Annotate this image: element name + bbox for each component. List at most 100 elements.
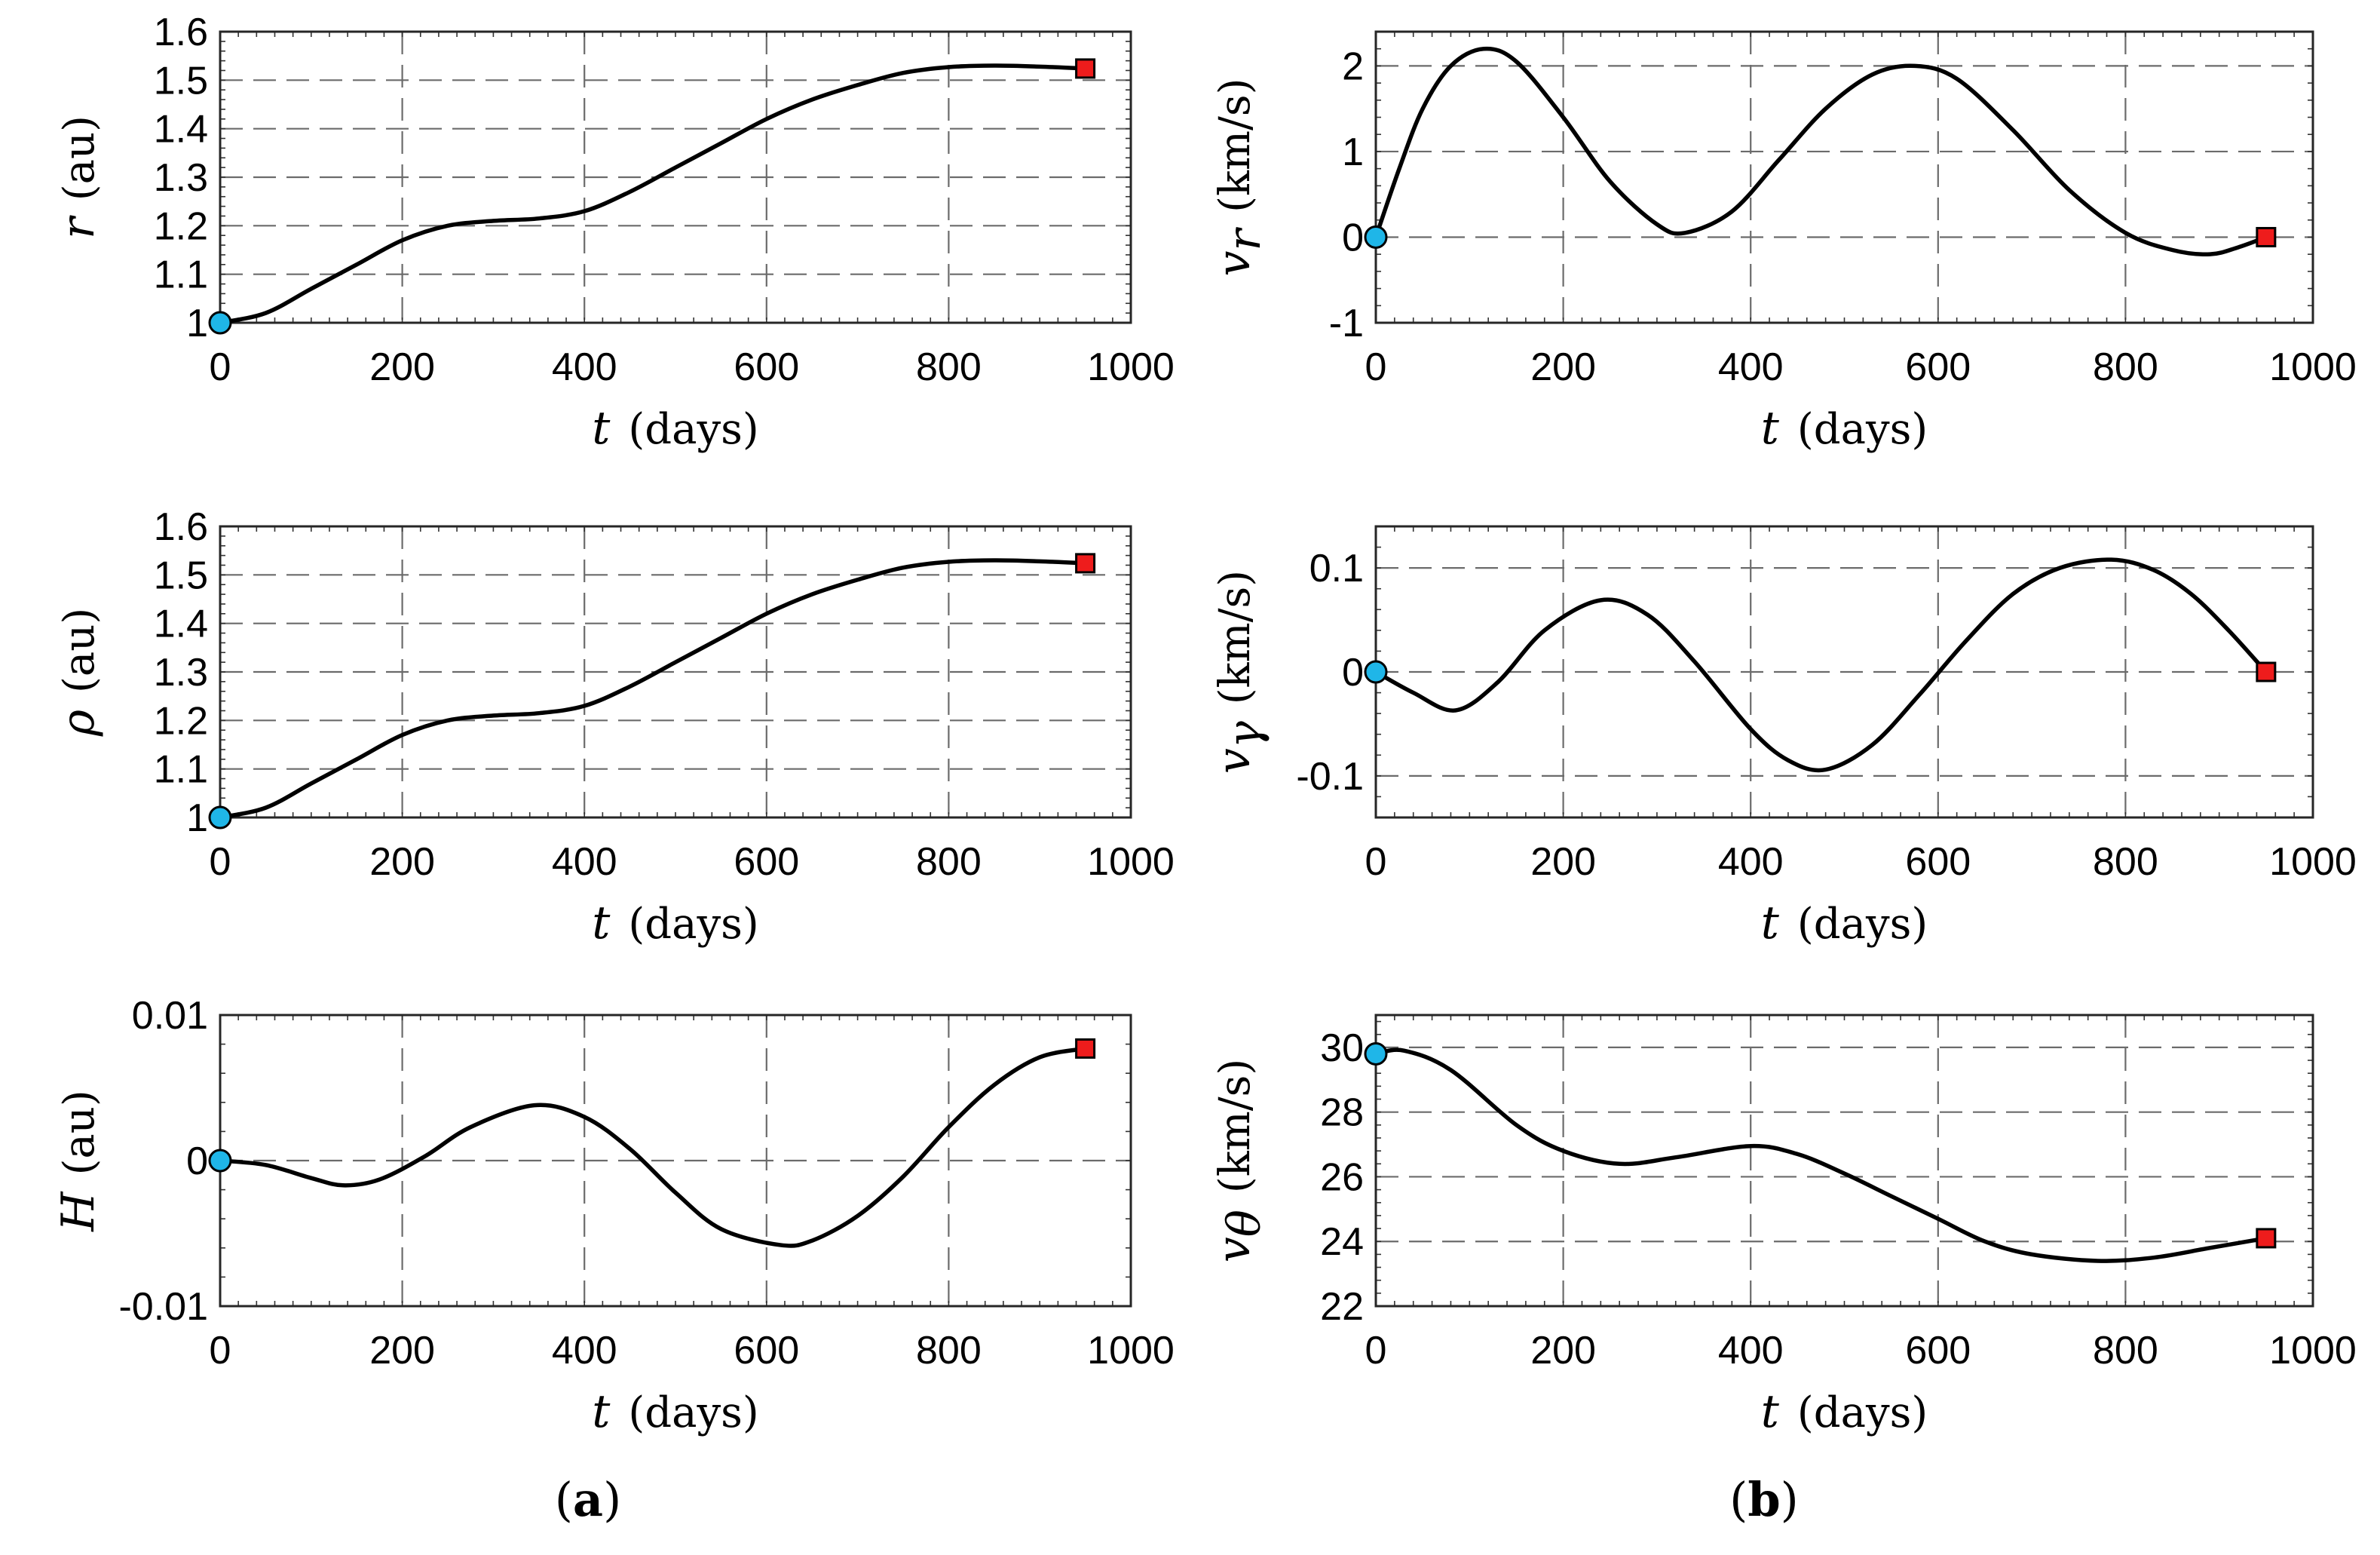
- y-axis-label: vθ(km/s): [1208, 1059, 1271, 1262]
- y-tick-label: 1.1: [154, 748, 208, 792]
- x-tick-label: 800: [2093, 1329, 2158, 1373]
- x-axis-label: t (days): [592, 897, 758, 949]
- series-line: [1374, 46, 2268, 257]
- y-tick-label: 1.4: [154, 603, 208, 646]
- y-tick-label: 1: [186, 302, 208, 345]
- x-tick-label: 600: [1905, 1329, 1971, 1373]
- series-line: [218, 1046, 1088, 1248]
- x-tick-label: 800: [916, 840, 982, 884]
- x-axis-label: t (days): [592, 1385, 758, 1438]
- x-tick-label: 400: [1718, 345, 1784, 389]
- end-marker: [2256, 661, 2277, 682]
- x-tick-label: 1000: [2269, 840, 2357, 884]
- start-marker: [1364, 225, 1388, 249]
- y-axis-label: vr(km/s): [1208, 78, 1271, 277]
- start-marker: [1364, 1041, 1388, 1066]
- y-axis-label: H(au): [52, 1090, 105, 1231]
- x-tick-label: 600: [734, 840, 799, 884]
- start-marker: [208, 1149, 232, 1173]
- y-tick-label: 1.6: [154, 505, 208, 549]
- end-marker: [2256, 1228, 2277, 1249]
- axes-frame: [1374, 30, 2314, 324]
- x-tick-label: 400: [1718, 1329, 1784, 1373]
- series-line: [218, 63, 1088, 325]
- axes-frame: [219, 525, 1132, 819]
- y-tick-label: -0.1: [1296, 755, 1364, 799]
- y-tick-label: 1.5: [154, 554, 208, 597]
- end-marker: [1075, 553, 1096, 574]
- x-tick-label: 600: [1905, 840, 1971, 884]
- y-tick-label: 22: [1320, 1285, 1364, 1329]
- y-tick-label: 1.3: [154, 651, 208, 695]
- x-tick-label: 400: [552, 840, 617, 884]
- x-tick-label: 0: [210, 345, 231, 389]
- y-tick-label: 1.1: [154, 253, 208, 297]
- x-tick-label: 200: [1530, 840, 1596, 884]
- series-line: [1374, 557, 2268, 773]
- x-tick-label: 200: [1530, 1329, 1596, 1373]
- x-tick-label: 400: [1718, 840, 1784, 884]
- y-tick-label: 28: [1320, 1091, 1364, 1135]
- x-tick-label: 400: [552, 1329, 617, 1373]
- y-tick-label: 24: [1320, 1220, 1364, 1264]
- y-tick-label: 1.6: [154, 11, 208, 54]
- y-tick-label: 1.2: [154, 699, 208, 743]
- y-tick-label: -0.01: [118, 1285, 208, 1329]
- x-tick-label: 600: [1905, 345, 1971, 389]
- y-axis-label: ρ(au): [52, 608, 105, 737]
- axes-frame: [1374, 1014, 2314, 1308]
- y-tick-label: 1: [1342, 130, 1364, 174]
- end-marker: [1075, 1038, 1096, 1059]
- chart-vtheta: 0 200 400 600 800 1000 22 24 26 28 30 t (days) vθ(km/…: [1208, 1014, 2357, 1438]
- x-axis-label: t (days): [1761, 1385, 1928, 1438]
- y-tick-label: 0.1: [1309, 547, 1364, 590]
- x-tick-label: 600: [734, 1329, 799, 1373]
- start-marker: [208, 805, 232, 830]
- chart-vgamma: 0 200 400 600 800 1000-0.100.1t (days)vγ(km/s): [1208, 525, 2357, 949]
- y-tick-label: 26: [1320, 1155, 1364, 1199]
- y-tick-label: 1: [186, 796, 208, 840]
- x-tick-label: 800: [2093, 345, 2158, 389]
- plot-area: [1376, 1015, 2313, 1306]
- y-axis-label: r(au): [52, 115, 105, 239]
- x-tick-label: 1000: [1087, 1329, 1175, 1373]
- y-tick-label: -1: [1329, 302, 1364, 345]
- x-tick-label: 0: [210, 840, 231, 884]
- x-tick-label: 200: [369, 345, 435, 389]
- x-tick-label: 0: [210, 1329, 231, 1373]
- y-tick-label: 0: [1342, 651, 1364, 695]
- y-tick-label: 2: [1342, 44, 1364, 88]
- x-tick-label: 200: [369, 840, 435, 884]
- x-axis-label: t (days): [1761, 402, 1928, 455]
- y-axis-label: vγ(km/s): [1208, 570, 1271, 774]
- x-tick-label: 0: [1365, 1329, 1387, 1373]
- panel-label-a: (a): [555, 1472, 622, 1527]
- end-marker: [2256, 226, 2277, 247]
- y-tick-label: 1.5: [154, 59, 208, 103]
- x-tick-label: 800: [916, 1329, 982, 1373]
- x-tick-label: 800: [2093, 840, 2158, 884]
- series-line: [218, 558, 1088, 820]
- y-tick-label: 1.2: [154, 204, 208, 248]
- x-tick-label: 600: [734, 345, 799, 389]
- chart-rho: 0 200 400 600 800 1000 11.1 1.21.3 1.4 1.5 1.6 t (da…: [52, 505, 1175, 949]
- x-axis-label: t (days): [592, 402, 758, 455]
- x-tick-label: 800: [916, 345, 982, 389]
- y-tick-label: 1.4: [154, 108, 208, 152]
- x-tick-label: 200: [369, 1329, 435, 1373]
- chart-r: 0 200 400 600 800 1000 1 1.1 1.21.31.4 1.5 1.6 t (da…: [52, 11, 1175, 455]
- axes-frame: [219, 30, 1132, 324]
- y-tick-label: 0.01: [132, 994, 208, 1038]
- x-tick-label: 0: [1365, 840, 1387, 884]
- series-line: [1374, 1047, 2268, 1263]
- plot-area: [1376, 32, 2313, 323]
- y-tick-label: 0: [186, 1139, 208, 1183]
- x-tick-label: 1000: [2269, 345, 2357, 389]
- x-axis-label: t (days): [1761, 897, 1928, 949]
- y-tick-label: 30: [1320, 1026, 1364, 1070]
- x-tick-label: 1000: [2269, 1329, 2357, 1373]
- start-marker: [1364, 660, 1388, 684]
